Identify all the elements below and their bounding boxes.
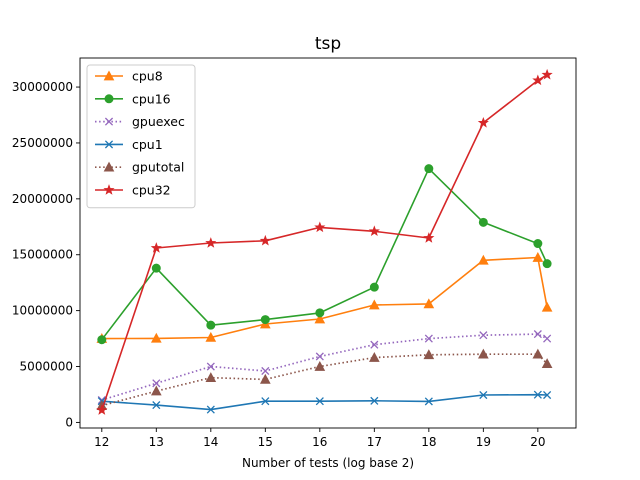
- legend-label-gputotal: gputotal: [132, 160, 184, 175]
- data-point-gpuexec-4: [315, 352, 324, 361]
- y-tick-label-20000000: 20000000: [12, 192, 73, 206]
- data-point-cpu8-9: [541, 301, 553, 312]
- data-point-cpu16-0: [97, 335, 107, 345]
- legend-marker-gpuexec: [104, 117, 114, 126]
- x-tick-label-14: 14: [203, 435, 218, 449]
- data-point-cpu32-5: [368, 225, 380, 237]
- legend-marker-cpu8: [103, 70, 115, 81]
- data-point-gputotal-1: [150, 385, 162, 396]
- x-tick-label-17: 17: [367, 435, 382, 449]
- data-point-gputotal-4: [314, 360, 326, 371]
- data-point-cpu1-1: [152, 401, 161, 410]
- data-point-cpu16-8: [533, 239, 543, 249]
- data-point-cpu8-8: [532, 251, 544, 262]
- chart-title: tsp: [315, 34, 341, 54]
- series-line-cpu8: [101, 256, 548, 340]
- data-point-gpuexec-2: [206, 362, 215, 371]
- data-point-cpu32-8: [532, 74, 544, 86]
- y-tick-label-30000000: 30000000: [12, 80, 73, 94]
- data-point-cpu8-6: [423, 298, 435, 309]
- y-tick-label-0: 0: [65, 415, 73, 429]
- series-line-cpu1: [101, 393, 548, 411]
- data-point-cpu16-4: [315, 308, 325, 318]
- y-tick-label-10000000: 10000000: [12, 304, 73, 318]
- x-tick-label-12: 12: [94, 435, 109, 449]
- data-point-cpu16-5: [369, 282, 379, 292]
- y-tick-label-15000000: 15000000: [12, 248, 73, 262]
- x-tick-label-19: 19: [476, 435, 491, 449]
- data-point-cpu32-0: [96, 404, 108, 415]
- data-point-cpu1-4: [315, 397, 324, 406]
- y-tick-label-5000000: 5000000: [20, 360, 73, 374]
- legend-marker-gputotal: [103, 161, 115, 172]
- x-tick-label-13: 13: [149, 435, 164, 449]
- data-point-cpu32-2: [205, 237, 217, 248]
- data-point-gpuexec-1: [152, 379, 161, 388]
- legend-box: [86, 64, 196, 209]
- data-point-cpu1-5: [370, 396, 379, 405]
- data-point-cpu16-1: [151, 263, 161, 273]
- legend-marker-cpu1: [104, 140, 114, 149]
- series-line-cpu32: [101, 74, 548, 411]
- legend-label-cpu16: cpu16: [132, 91, 171, 106]
- y-tick-label-25000000: 25000000: [12, 136, 73, 150]
- data-point-cpu32-9: [541, 68, 553, 80]
- legend-marker-cpu16: [104, 94, 114, 104]
- series-line-gputotal: [101, 353, 548, 407]
- data-point-cpu16-3: [260, 315, 270, 325]
- data-point-gpuexec-7: [479, 331, 488, 340]
- data-point-cpu16-7: [478, 217, 488, 227]
- x-tick-label-16: 16: [312, 435, 327, 449]
- legend-label-cpu32: cpu32: [132, 183, 171, 198]
- data-point-cpu1-9: [543, 390, 552, 400]
- data-point-gpuexec-8: [533, 330, 542, 339]
- data-point-cpu32-4: [314, 221, 326, 233]
- data-point-gpuexec-9: [543, 334, 552, 343]
- data-point-cpu1-6: [424, 397, 433, 406]
- data-point-cpu8-4: [314, 313, 326, 324]
- data-point-cpu16-9: [542, 259, 552, 269]
- data-point-cpu32-6: [423, 232, 435, 243]
- data-point-gputotal-6: [423, 349, 435, 360]
- x-axis-label: Number of tests (log base 2): [242, 456, 414, 470]
- legend: cpu8 cpu16 gpuexec cpu1 gputotal cpu32: [86, 64, 196, 209]
- x-tick-label-20: 20: [530, 435, 545, 449]
- data-point-gpuexec-3: [261, 366, 270, 376]
- series-line-cpu16: [101, 167, 548, 341]
- data-point-gpuexec-5: [370, 340, 379, 349]
- x-tick-label-15: 15: [258, 435, 273, 449]
- data-point-cpu1-2: [206, 405, 215, 414]
- data-point-cpu32-1: [150, 242, 162, 253]
- legend-marker-cpu32: [103, 184, 115, 195]
- legend-label-gpuexec: gpuexec: [132, 114, 185, 129]
- data-point-gputotal-7: [478, 348, 489, 359]
- data-point-cpu1-8: [533, 390, 542, 399]
- data-point-cpu32-7: [477, 116, 489, 128]
- data-point-gpuexec-6: [424, 334, 433, 343]
- data-point-gputotal-8: [532, 348, 544, 359]
- data-point-cpu8-7: [478, 254, 489, 265]
- plot-frame: [79, 57, 577, 429]
- data-point-cpu8-5: [368, 299, 380, 310]
- data-point-cpu16-6: [424, 164, 434, 174]
- data-point-gputotal-9: [541, 358, 553, 369]
- plot-area: 12 13 14 15 16 17 18 19 20 0 5000000 10000000 150000…: [12, 57, 577, 449]
- data-point-cpu8-2: [205, 331, 217, 342]
- data-point-cpu32-3: [259, 234, 271, 246]
- series-line-gpuexec: [101, 333, 548, 401]
- x-tick-label-18: 18: [421, 435, 436, 449]
- legend-label-cpu1: cpu1: [132, 137, 163, 152]
- data-point-cpu1-7: [479, 390, 488, 400]
- data-point-gputotal-2: [205, 372, 217, 383]
- legend-label-cpu8: cpu8: [132, 69, 163, 84]
- data-point-cpu16-2: [206, 320, 216, 330]
- data-point-gputotal-3: [259, 373, 271, 384]
- data-point-gputotal-5: [368, 352, 380, 362]
- data-point-cpu8-1: [150, 332, 162, 343]
- data-point-cpu1-3: [261, 397, 270, 406]
